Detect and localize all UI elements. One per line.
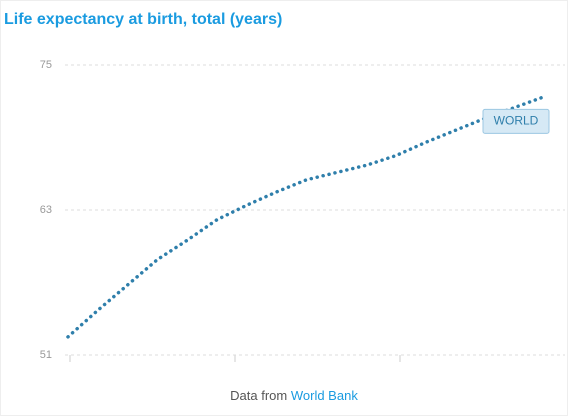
y-tick-label: 63 (40, 204, 52, 216)
line (66, 94, 547, 339)
legend-box (482, 108, 550, 134)
y-tick-label: 51 (40, 349, 52, 361)
y-tick-label: 75 (40, 59, 52, 71)
legend-label: WORLD (494, 114, 539, 128)
chart-title: Life expectancy at birth, total (years) (4, 11, 282, 28)
source: Data from World Bank (230, 388, 358, 403)
source-link[interactable]: World Bank (291, 388, 358, 403)
source-prefix: Data from (230, 388, 287, 403)
